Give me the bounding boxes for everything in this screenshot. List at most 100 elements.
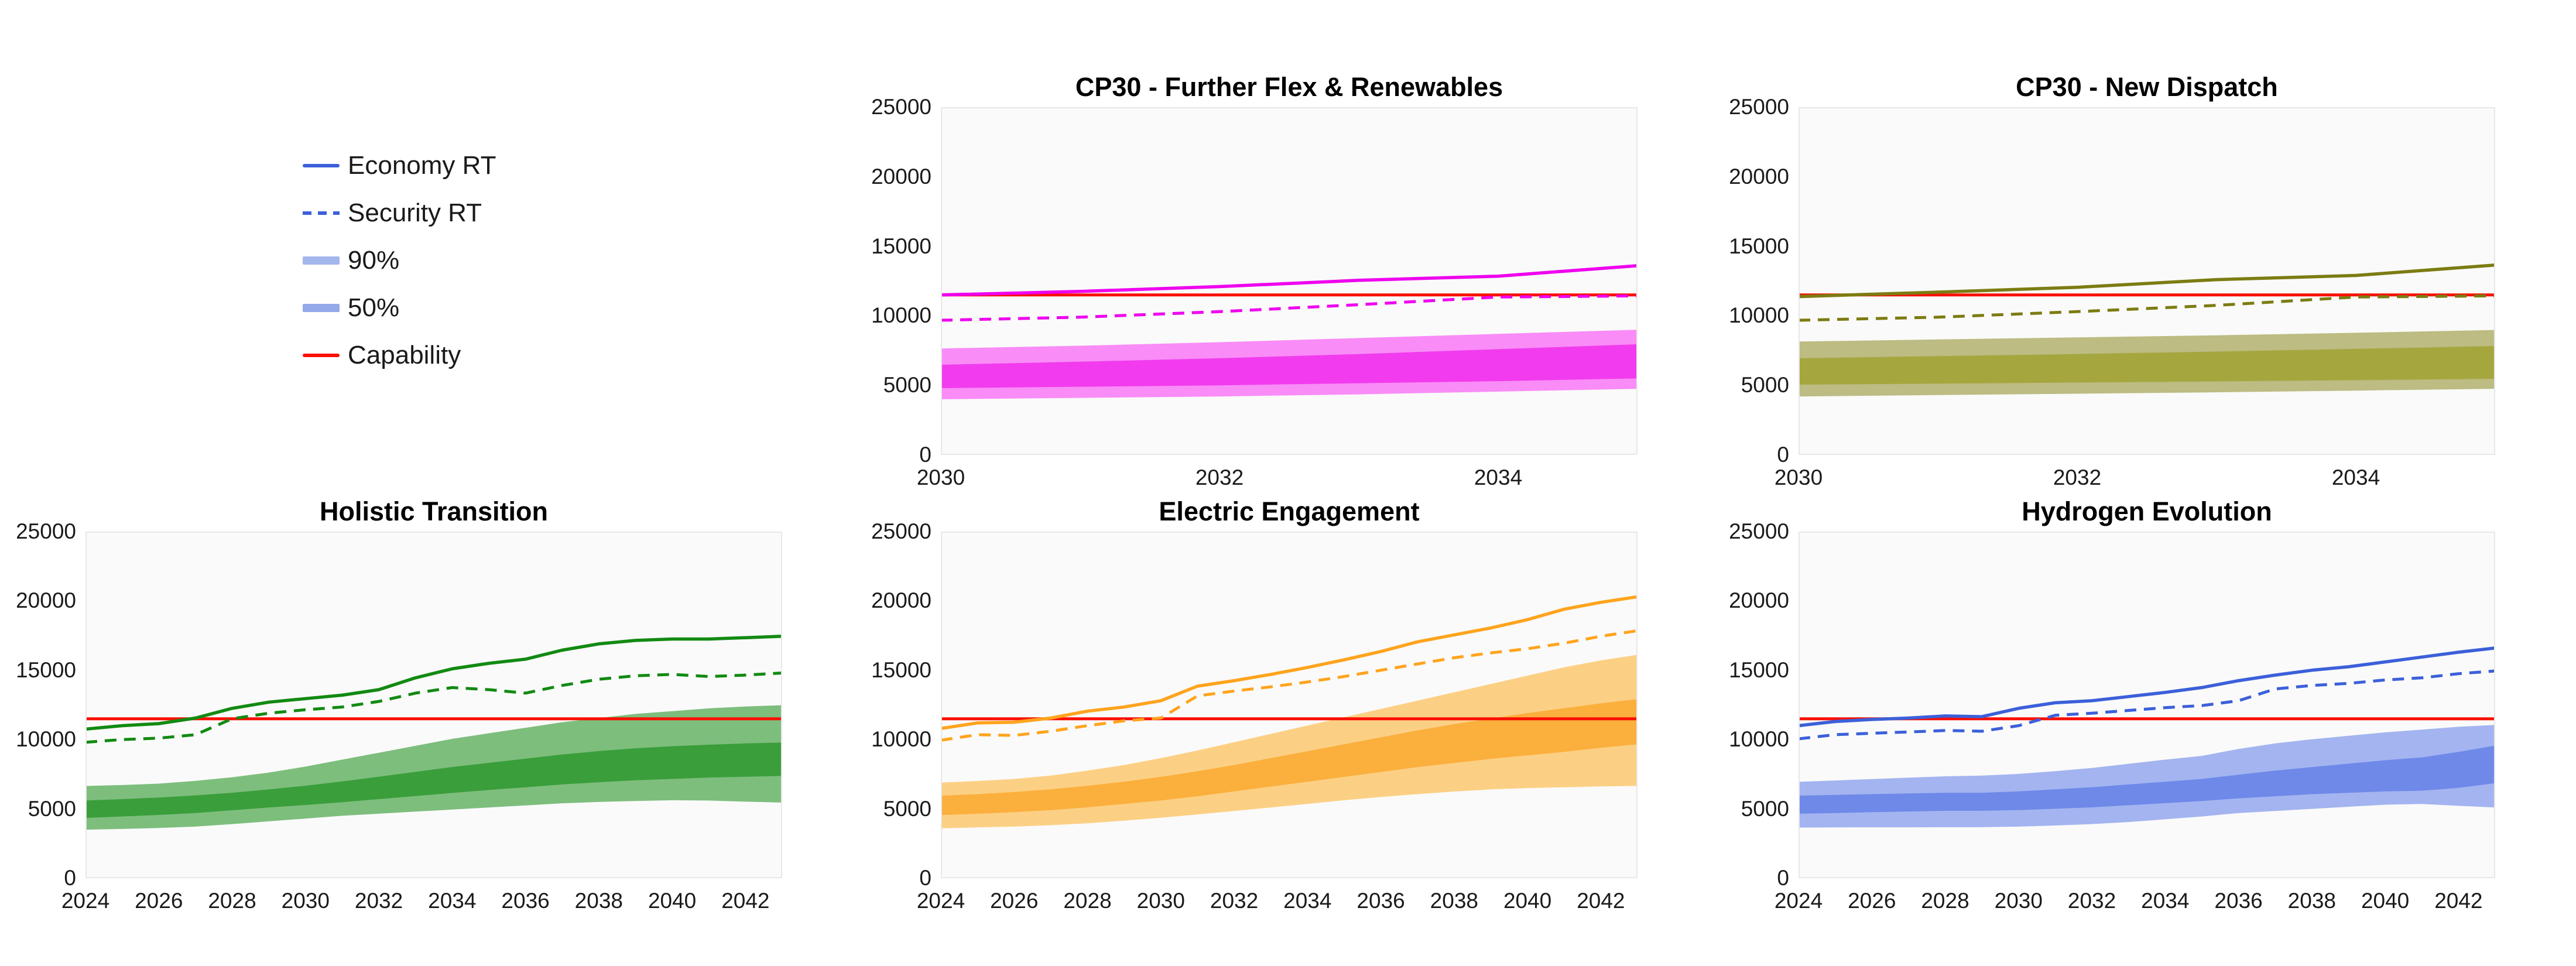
x-tick-label: 2032 bbox=[354, 889, 403, 913]
x-tick-label: 2038 bbox=[1430, 889, 1478, 913]
security-rt-line bbox=[941, 629, 1638, 742]
90-swatch bbox=[303, 256, 340, 265]
y-tick-label: 25000 bbox=[871, 519, 931, 543]
y-tick-label: 5000 bbox=[883, 796, 931, 821]
y-tick-label: 15000 bbox=[871, 657, 931, 682]
x-tick-label: 2034 bbox=[2141, 889, 2190, 913]
plot-area-cp30-further-flex-renewables bbox=[941, 107, 1638, 455]
y-tick-label: 5000 bbox=[1741, 796, 1789, 821]
legend: Economy RT Security RT 90% 50% Capability bbox=[303, 142, 496, 379]
plot-frame bbox=[1799, 107, 2495, 455]
50-swatch bbox=[303, 303, 340, 312]
legend-item-50: 50% bbox=[303, 284, 496, 331]
plot-area-cp30-new-dispatch bbox=[1799, 107, 2495, 455]
y-tick-label: 0 bbox=[919, 443, 931, 467]
band-50 bbox=[1799, 745, 2495, 814]
x-tick-label: 2026 bbox=[990, 889, 1039, 913]
y-tick-label: 5000 bbox=[1741, 373, 1789, 398]
y-tick-label: 10000 bbox=[871, 303, 931, 328]
y-tick-label: 20000 bbox=[871, 164, 931, 189]
x-tick-label: 2030 bbox=[916, 465, 965, 489]
y-tick-label: 25000 bbox=[1729, 519, 1789, 543]
x-tick-label: 2030 bbox=[1774, 465, 1823, 489]
y-tick-label: 15000 bbox=[1729, 657, 1789, 682]
y-tick-label: 25000 bbox=[16, 519, 76, 543]
x-tick-label: 2038 bbox=[574, 889, 623, 913]
chart-title: Hydrogen Evolution bbox=[2022, 496, 2272, 526]
legend-label: 90% bbox=[348, 245, 400, 275]
legend-item-90: 90% bbox=[303, 237, 496, 284]
x-tick-label: 2036 bbox=[2214, 889, 2263, 913]
x-tick-label: 2042 bbox=[721, 889, 770, 913]
economy-rt-line bbox=[1799, 263, 2495, 299]
security-rt-line bbox=[1799, 669, 2495, 741]
chart-title: Holistic Transition bbox=[319, 496, 549, 526]
y-tick-label: 10000 bbox=[16, 727, 76, 752]
economy-rt-line bbox=[1799, 646, 2495, 728]
x-tick-label: 2042 bbox=[2434, 889, 2483, 913]
y-tick-label: 20000 bbox=[16, 588, 76, 613]
y-tick-label: 25000 bbox=[871, 95, 931, 119]
x-tick-label: 2034 bbox=[428, 889, 477, 913]
y-tick-label: 20000 bbox=[1729, 164, 1789, 189]
economy-rt-line-swatch bbox=[303, 163, 340, 167]
security-rt-dashed-swatch bbox=[303, 211, 340, 215]
y-tick-label: 5000 bbox=[28, 796, 76, 821]
plot-area-hydrogen-evolution bbox=[1799, 532, 2495, 878]
legend-label: Economy RT bbox=[348, 150, 496, 180]
x-tick-label: 2034 bbox=[2331, 465, 2380, 489]
y-tick-label: 10000 bbox=[1729, 727, 1789, 752]
legend-label: Capability bbox=[348, 340, 461, 369]
economy-rt-line bbox=[941, 264, 1638, 297]
band-50 bbox=[941, 344, 1638, 388]
x-tick-label: 2042 bbox=[1577, 889, 1625, 913]
90-band-swatch bbox=[303, 256, 340, 265]
x-tick-label: 2026 bbox=[1848, 889, 1896, 913]
y-tick-label: 0 bbox=[919, 866, 931, 890]
band-50 bbox=[1799, 346, 2495, 385]
security-rt-line bbox=[1799, 294, 2495, 322]
plot-area-electric-engagement bbox=[941, 532, 1638, 878]
x-tick-label: 2038 bbox=[2287, 889, 2336, 913]
economy-rt-line bbox=[941, 595, 1638, 731]
economy-rt-line bbox=[85, 635, 782, 731]
y-tick-label: 0 bbox=[1777, 866, 1789, 890]
band-50 bbox=[85, 742, 782, 818]
plot-area-holistic-transition bbox=[85, 532, 782, 878]
y-tick-label: 20000 bbox=[1729, 588, 1789, 613]
legend-label: 50% bbox=[348, 293, 400, 322]
x-tick-label: 2026 bbox=[135, 889, 183, 913]
x-tick-label: 2024 bbox=[61, 889, 110, 913]
security-rt-swatch bbox=[303, 211, 340, 215]
x-tick-label: 2030 bbox=[1136, 889, 1185, 913]
plot-frame bbox=[941, 107, 1638, 455]
x-tick-label: 2032 bbox=[2067, 889, 2116, 913]
y-tick-label: 5000 bbox=[883, 373, 931, 398]
plot-frame bbox=[1799, 532, 2495, 878]
security-rt-line bbox=[85, 672, 782, 744]
chart-title: Electric Engagement bbox=[1159, 496, 1420, 526]
legend-item-security-rt: Security RT bbox=[303, 189, 496, 237]
x-tick-label: 2040 bbox=[2361, 889, 2410, 913]
security-rt-line bbox=[941, 294, 1638, 322]
x-tick-label: 2036 bbox=[501, 889, 550, 913]
plot-frame bbox=[941, 532, 1638, 878]
y-tick-label: 15000 bbox=[16, 657, 76, 682]
legend-label: Security RT bbox=[348, 198, 482, 227]
capability-line-swatch bbox=[303, 353, 340, 357]
x-tick-label: 2024 bbox=[916, 889, 965, 913]
x-tick-label: 2032 bbox=[2053, 465, 2102, 489]
x-tick-label: 2034 bbox=[1283, 889, 1332, 913]
plot-frame bbox=[85, 532, 782, 878]
x-tick-label: 2034 bbox=[1474, 465, 1523, 489]
x-tick-label: 2040 bbox=[1503, 889, 1552, 913]
x-tick-label: 2024 bbox=[1774, 889, 1823, 913]
x-tick-label: 2030 bbox=[1994, 889, 2043, 913]
y-tick-label: 20000 bbox=[871, 588, 931, 613]
plot-background bbox=[1799, 107, 2495, 455]
y-tick-label: 0 bbox=[1777, 443, 1789, 467]
y-tick-label: 0 bbox=[64, 866, 76, 890]
band-50 bbox=[941, 699, 1638, 816]
legend-item-capability: Capability bbox=[303, 331, 496, 379]
capability-swatch bbox=[303, 353, 340, 357]
